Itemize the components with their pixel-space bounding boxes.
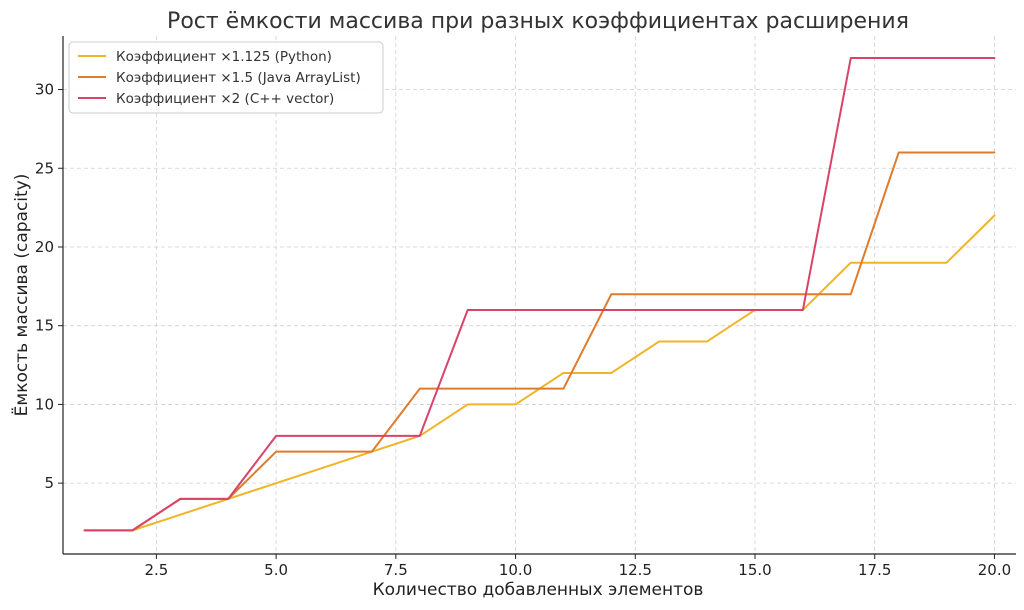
legend-label-2: Коэффициент ×1.5 (Java ArrayList) [116, 70, 361, 86]
x-tick-label: 10.0 [499, 561, 532, 579]
x-tick-label: 2.5 [144, 561, 168, 579]
series-line-2 [83, 151, 996, 532]
series-line-3 [83, 57, 996, 532]
x-tick-label: 15.0 [738, 561, 771, 579]
plot-lines [83, 57, 996, 532]
y-axis-ticks: 5 10 15 20 25 30 [35, 81, 63, 492]
legend-label-1: Коэффициент ×1.125 (Python) [116, 49, 332, 65]
x-tick-label: 17.5 [858, 561, 891, 579]
grid [63, 36, 1016, 554]
x-axis-label: Количество добавленных элементов [373, 580, 704, 600]
x-tick-label: 5.0 [264, 561, 288, 579]
y-tick-label: 5 [44, 474, 54, 492]
x-tick-label: 7.5 [384, 561, 408, 579]
x-axis-ticks: 2.5 5.0 7.5 10.0 12.5 15.0 17.5 20.0 [144, 554, 1011, 579]
y-tick-label: 15 [35, 317, 54, 335]
x-tick-label: 20.0 [978, 561, 1011, 579]
y-tick-label: 10 [35, 395, 54, 413]
chart-title: Рост ёмкости массива при разных коэффици… [167, 9, 909, 34]
y-tick-label: 30 [35, 81, 54, 99]
x-tick-label: 12.5 [619, 561, 652, 579]
y-tick-label: 25 [35, 159, 54, 177]
y-axis-label: Ёмкость массива (capacity) [11, 174, 32, 417]
legend-label-3: Коэффициент ×2 (C++ vector) [116, 91, 334, 107]
legend: Коэффициент ×1.125 (Python) Коэффициент ×… [68, 41, 384, 114]
legend-frame [68, 41, 384, 114]
y-tick-label: 20 [35, 238, 54, 256]
